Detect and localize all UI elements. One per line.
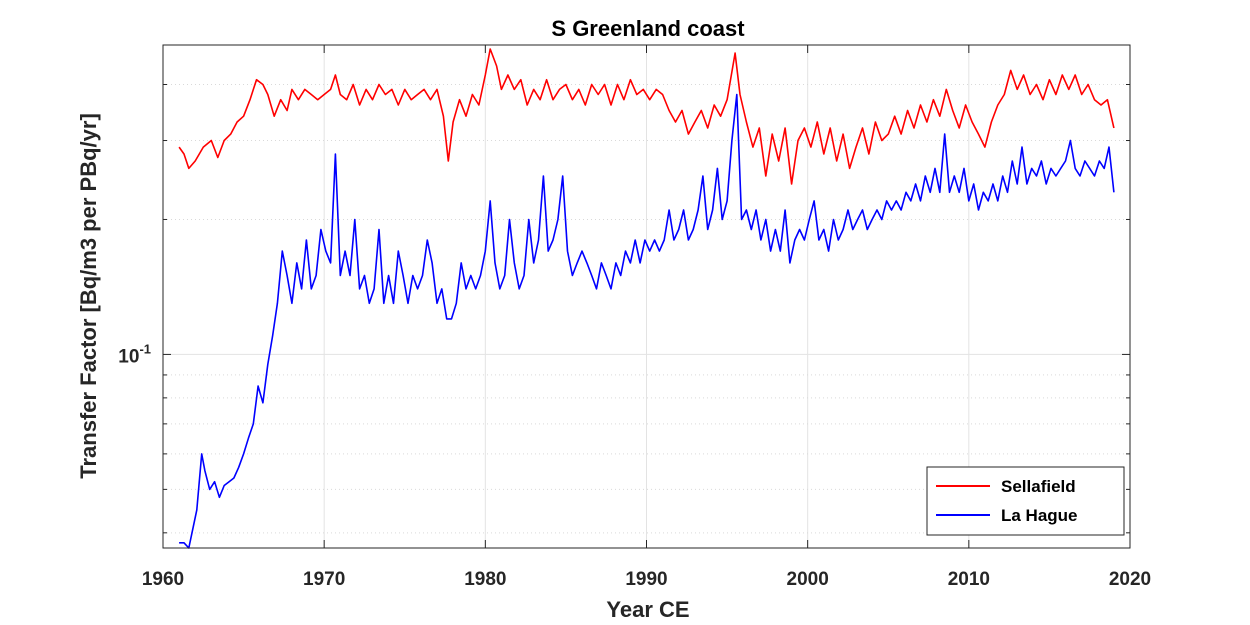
tick-labels: 1960 1970 1980 1990 2000 2010 2020 10-1 xyxy=(118,341,1151,590)
x-tick-label: 1990 xyxy=(625,569,667,590)
series-lines xyxy=(178,48,1115,549)
x-tick-label: 2010 xyxy=(948,569,990,590)
series-line-la-hague xyxy=(179,93,1115,549)
legend: Sellafield La Hague xyxy=(926,466,1125,536)
legend-label-la-hague: La Hague xyxy=(1001,506,1078,525)
x-tick-label: 1970 xyxy=(303,569,345,590)
series-line-sellafield xyxy=(178,48,1115,185)
legend-box xyxy=(926,466,1125,536)
legend-label-sellafield: Sellafield xyxy=(1001,477,1076,496)
x-tick-label: 1960 xyxy=(142,569,184,590)
x-tick-label: 2000 xyxy=(787,569,829,590)
y-axis-label: Transfer Factor [Bq/m3 per PBq/yr] xyxy=(76,113,101,479)
x-axis-label: Year CE xyxy=(606,597,689,622)
x-tick-label: 2020 xyxy=(1109,569,1151,590)
y-tick-label: 10-1 xyxy=(118,341,151,367)
chart-title: S Greenland coast xyxy=(551,16,745,41)
axis-ticks xyxy=(162,45,1131,548)
x-tick-label: 1980 xyxy=(464,569,506,590)
